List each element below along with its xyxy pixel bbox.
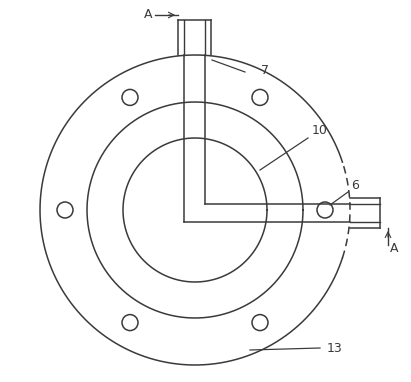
Text: A: A	[390, 241, 398, 254]
Text: 7: 7	[261, 63, 269, 76]
Text: 13: 13	[327, 342, 343, 354]
Text: 6: 6	[351, 178, 359, 191]
Text: 10: 10	[312, 123, 328, 136]
Text: A: A	[144, 8, 152, 21]
